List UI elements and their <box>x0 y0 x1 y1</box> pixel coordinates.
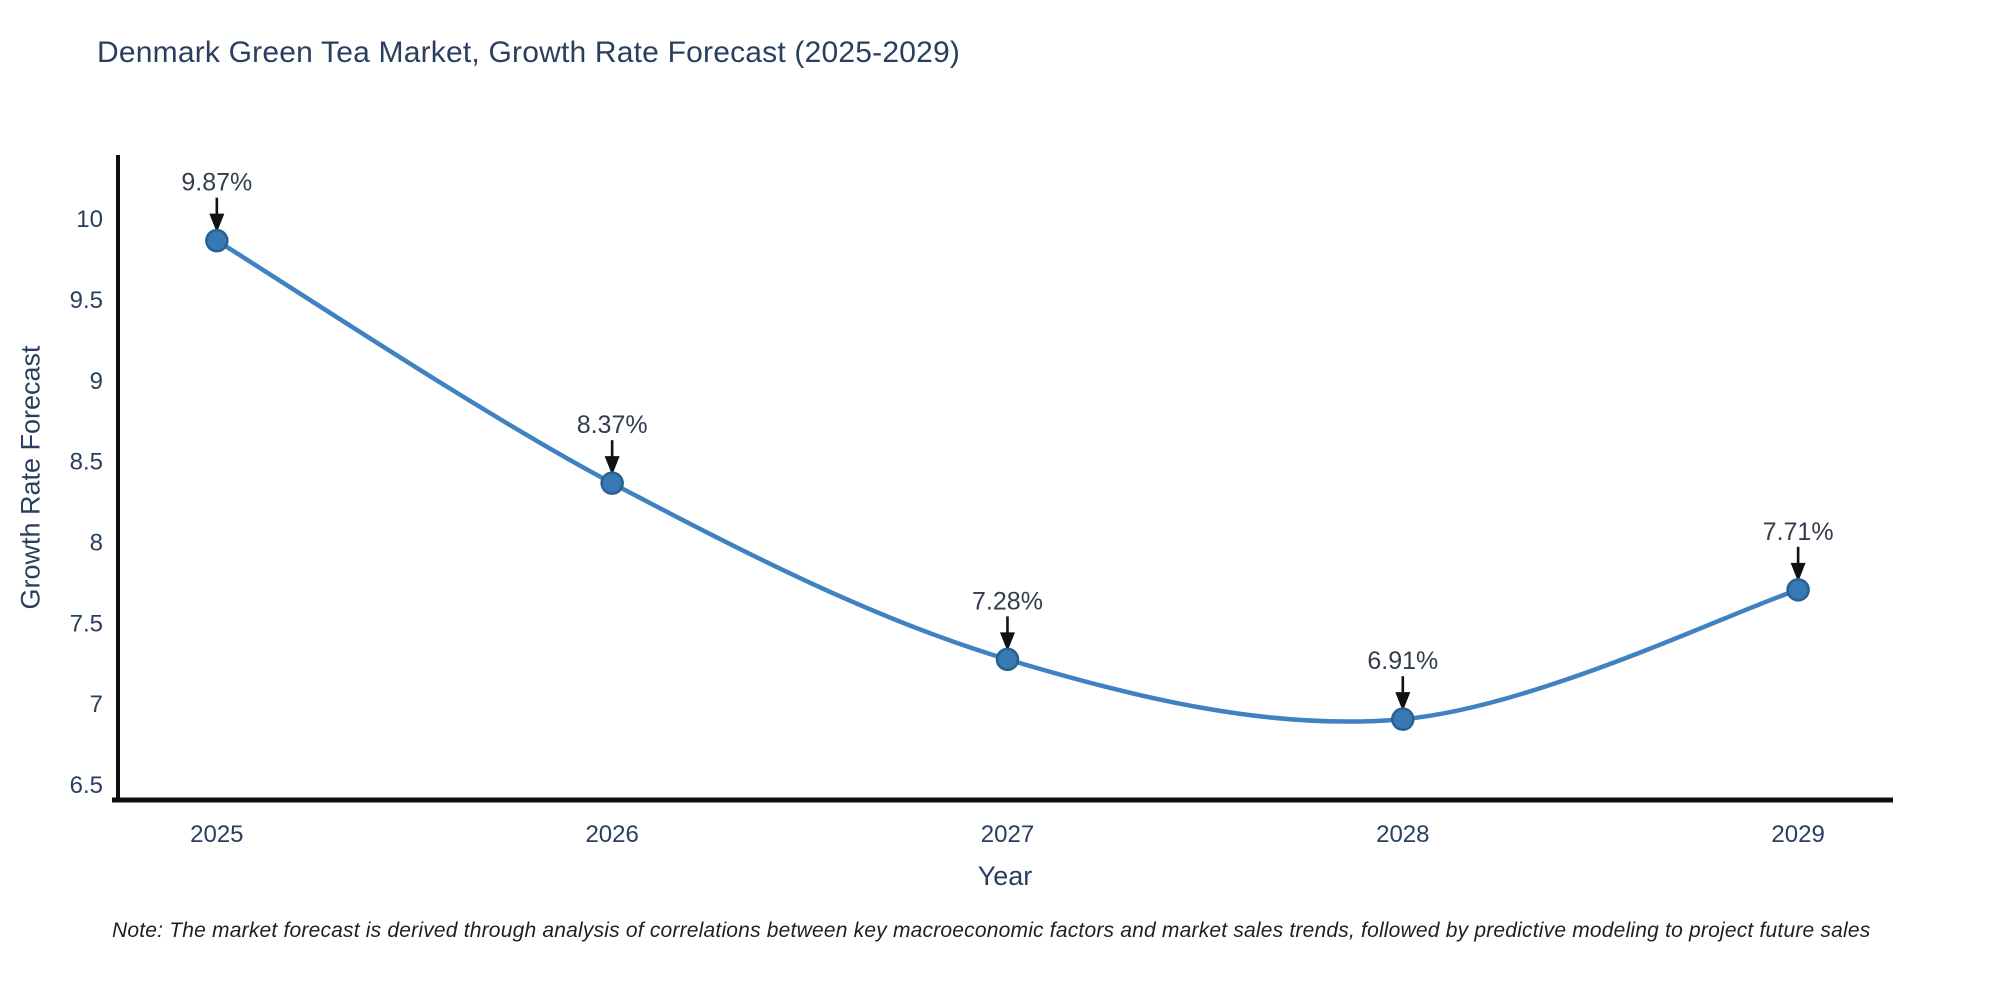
annotation-arrow-head <box>999 632 1015 652</box>
point-annotation-label: 6.91% <box>1367 647 1438 675</box>
footnote: Note: The market forecast is derived thr… <box>112 919 1871 942</box>
chart-title: Denmark Green Tea Market, Growth Rate Fo… <box>97 36 961 69</box>
y-tick-label: 8.5 <box>70 449 103 476</box>
data-point-marker <box>600 471 624 495</box>
y-tick-label: 9 <box>90 368 103 395</box>
x-axis-title: Year <box>977 861 1033 891</box>
y-tick-label: 7 <box>90 691 103 718</box>
point-annotation-label: 8.37% <box>577 411 648 439</box>
x-tick-label: 2026 <box>585 821 638 848</box>
x-tick-label: 2029 <box>1771 821 1824 848</box>
x-tick-label: 2028 <box>1376 821 1429 848</box>
y-tick-label: 10 <box>76 206 103 233</box>
annotation-arrow-head <box>604 456 620 476</box>
annotation-arrow-head <box>1790 562 1806 582</box>
annotation-arrow-head <box>209 213 225 233</box>
y-tick-label: 6.5 <box>70 772 103 799</box>
x-tick-label: 2025 <box>190 821 243 848</box>
y-tick-label: 8 <box>90 529 103 556</box>
point-annotation-label: 7.71% <box>1763 518 1834 546</box>
data-point-marker <box>205 228 229 253</box>
y-tick-label: 9.5 <box>70 287 103 314</box>
y-axis-title: Growth Rate Forecast <box>15 345 46 610</box>
data-point-marker <box>995 647 1020 672</box>
annotation-arrow-head <box>1395 692 1411 712</box>
point-annotation-label: 7.28% <box>972 587 1043 615</box>
point-annotation-label: 9.87% <box>181 169 252 197</box>
data-point-marker <box>1786 578 1810 602</box>
data-point-marker <box>1391 707 1415 731</box>
y-tick-label: 7.5 <box>70 610 103 637</box>
x-tick-label: 2027 <box>981 821 1034 848</box>
